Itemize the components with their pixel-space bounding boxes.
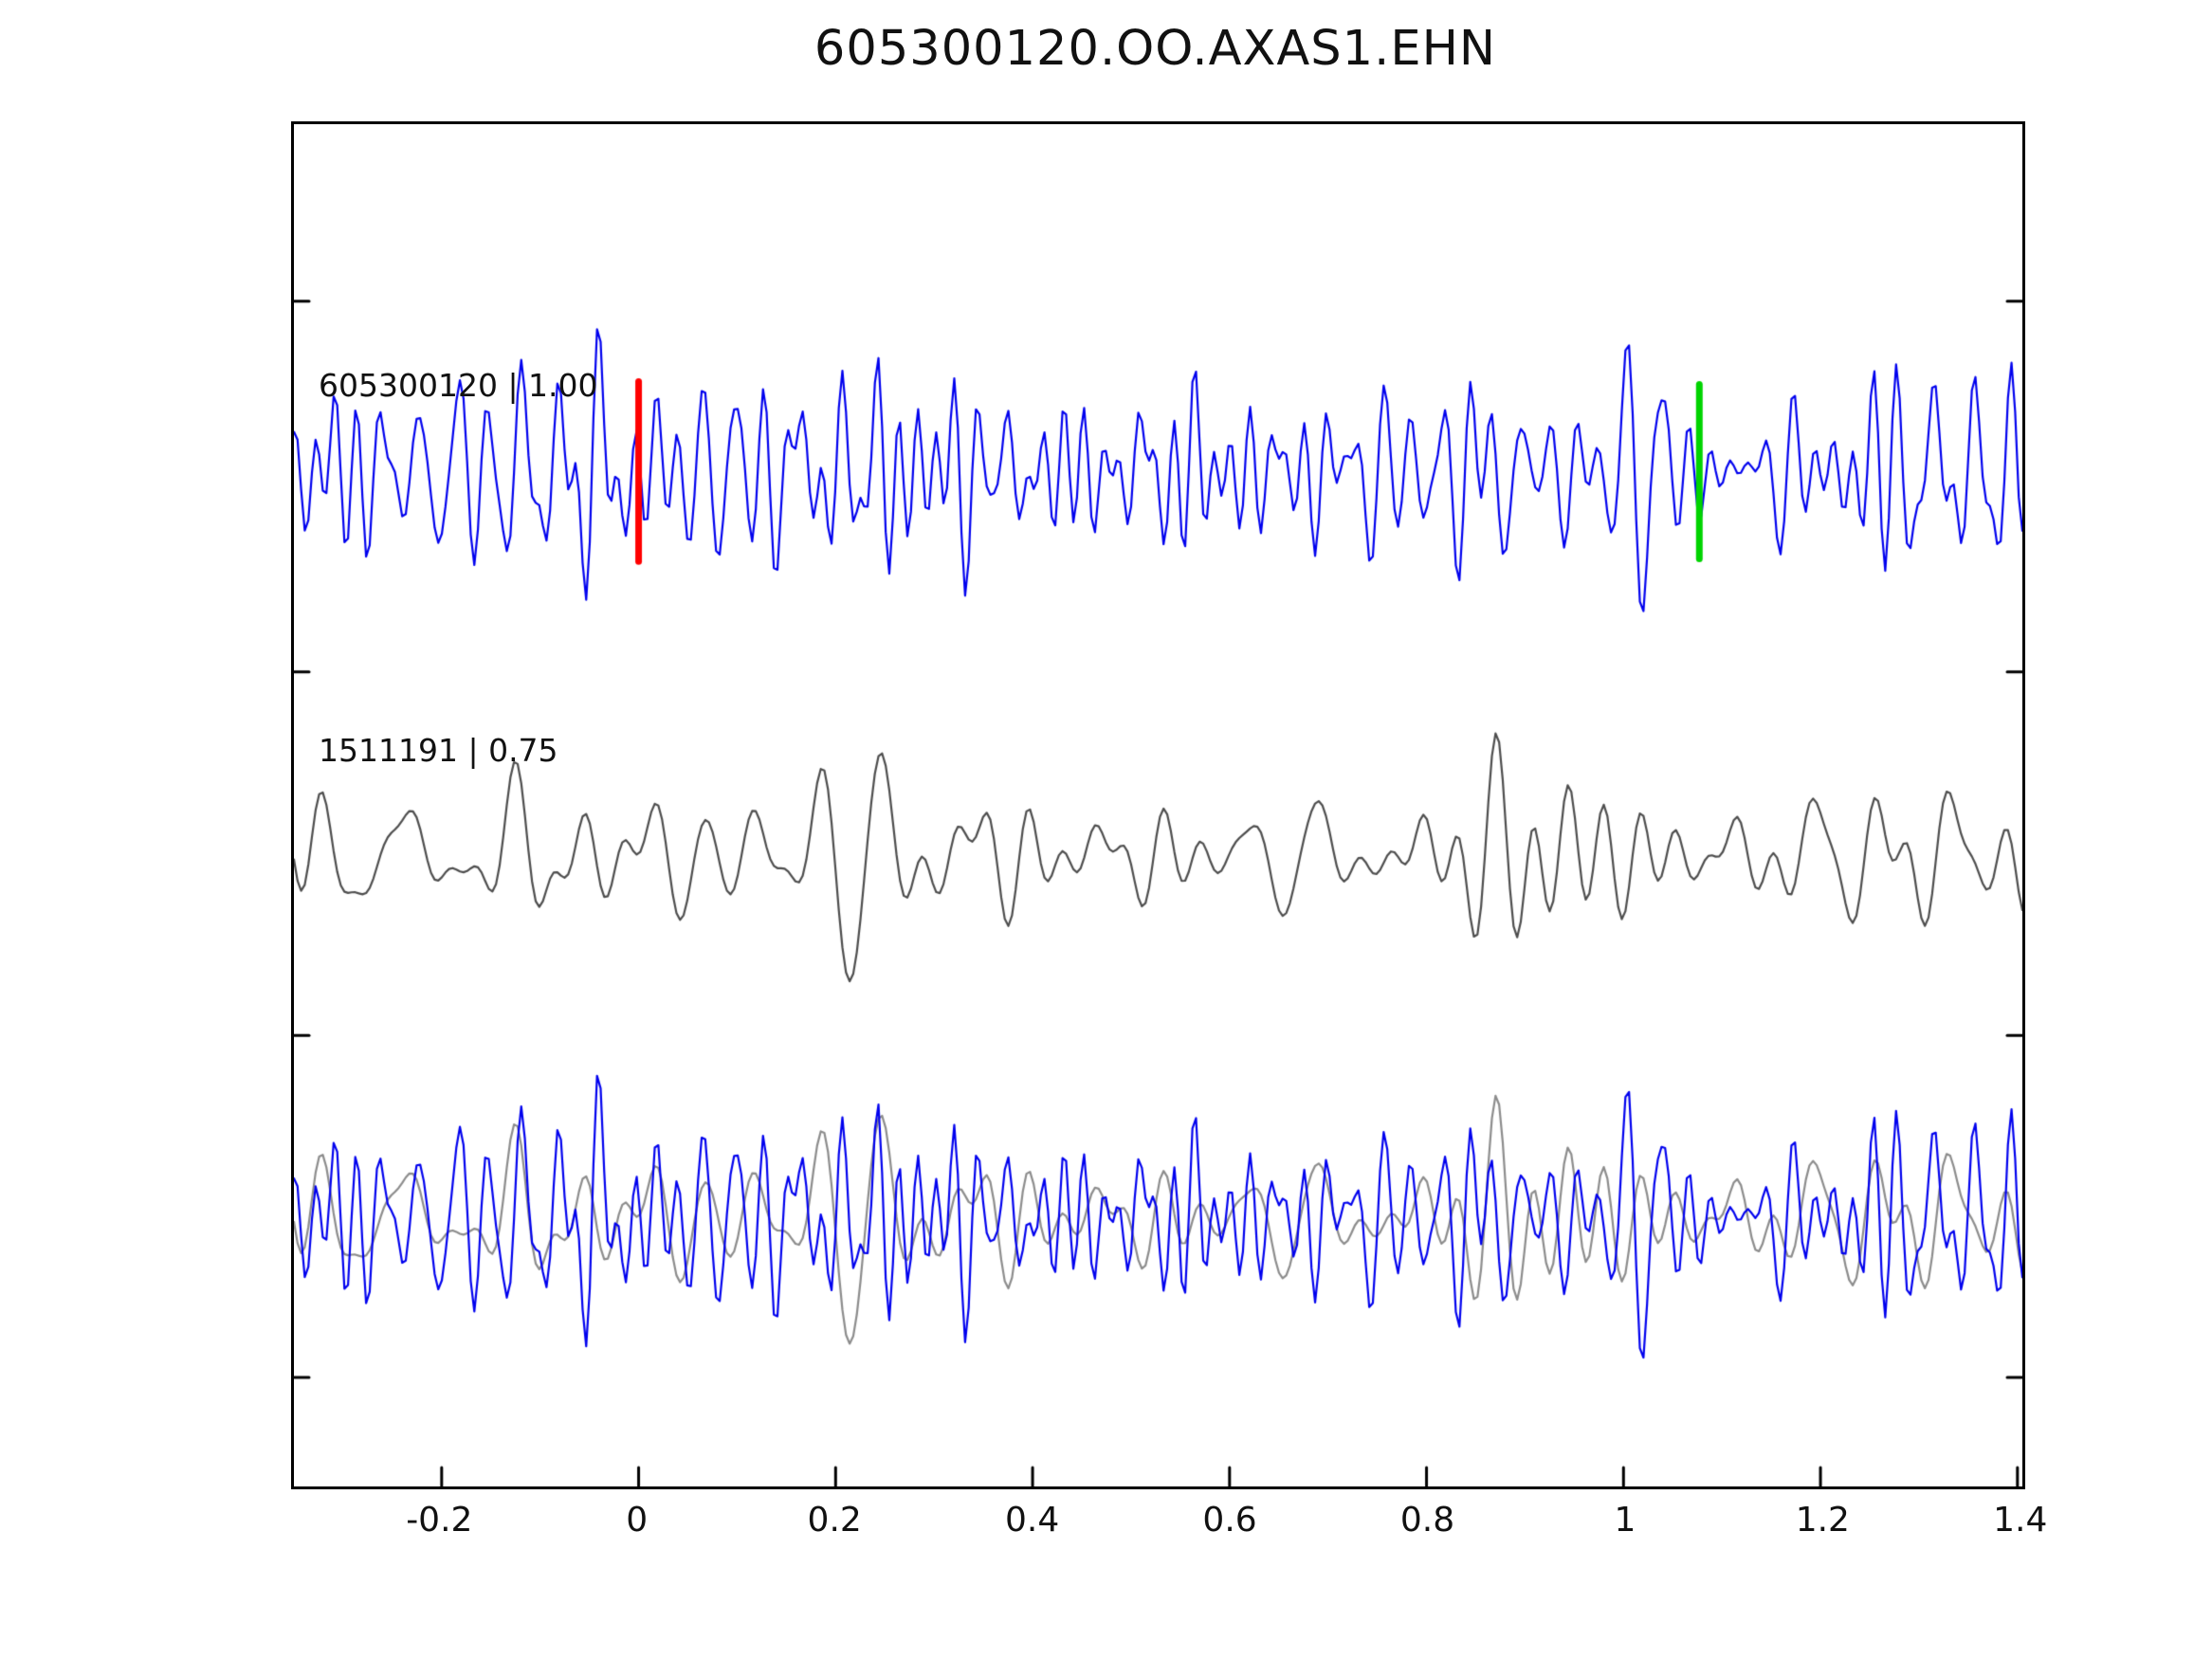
- x-tick-label: 0: [626, 1501, 649, 1540]
- figure-title: 605300120.OO.AXAS1.EHN: [814, 21, 1497, 77]
- waveform-canvas: [294, 124, 2022, 1486]
- x-tick-label: 1: [1614, 1501, 1636, 1540]
- x-tick-label: 1.2: [1795, 1501, 1850, 1540]
- x-tick-label: 0.2: [807, 1501, 862, 1540]
- plot-area: 605300120 | 1.00 1511191 | 0.75: [291, 121, 2025, 1489]
- trace-label-template: 605300120 | 1.00: [319, 367, 598, 404]
- trace-label-candidate: 1511191 | 0.75: [319, 732, 558, 769]
- x-tick-label: 0.6: [1202, 1501, 1257, 1540]
- x-axis-tick-labels: -0.2 0 0.2 0.4 0.6 0.8 1 1.2 1.4: [291, 1501, 2047, 1552]
- x-tick-label: 1.4: [1993, 1501, 2048, 1540]
- x-tick-label: -0.2: [406, 1501, 473, 1540]
- x-tick-label: 0.8: [1399, 1501, 1455, 1540]
- x-tick-label: 0.4: [1004, 1501, 1060, 1540]
